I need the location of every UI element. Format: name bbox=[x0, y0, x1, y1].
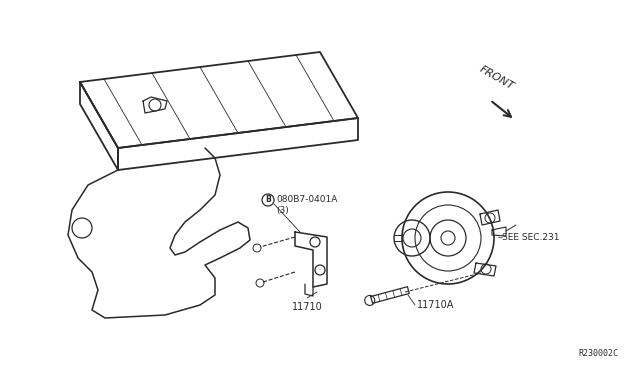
Text: SEE SEC.231: SEE SEC.231 bbox=[502, 232, 559, 241]
Text: B: B bbox=[265, 196, 271, 205]
Text: R230002C: R230002C bbox=[578, 349, 618, 358]
Text: (3): (3) bbox=[276, 205, 289, 215]
Text: 11710: 11710 bbox=[292, 302, 323, 312]
Text: FRONT: FRONT bbox=[478, 64, 516, 92]
Text: 11710A: 11710A bbox=[417, 300, 454, 310]
Text: 080B7-0401A: 080B7-0401A bbox=[276, 196, 337, 205]
